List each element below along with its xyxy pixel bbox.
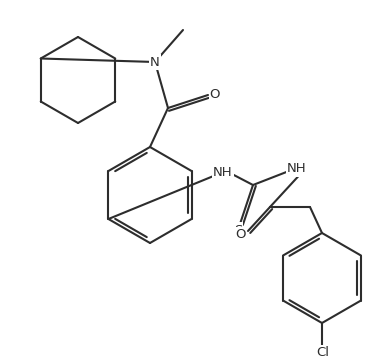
- Text: N: N: [150, 55, 160, 69]
- Text: Cl: Cl: [316, 347, 330, 357]
- Text: O: O: [210, 89, 220, 101]
- Text: NH: NH: [213, 166, 233, 180]
- Text: S: S: [234, 223, 242, 236]
- Text: NH: NH: [287, 162, 307, 176]
- Text: O: O: [236, 228, 246, 241]
